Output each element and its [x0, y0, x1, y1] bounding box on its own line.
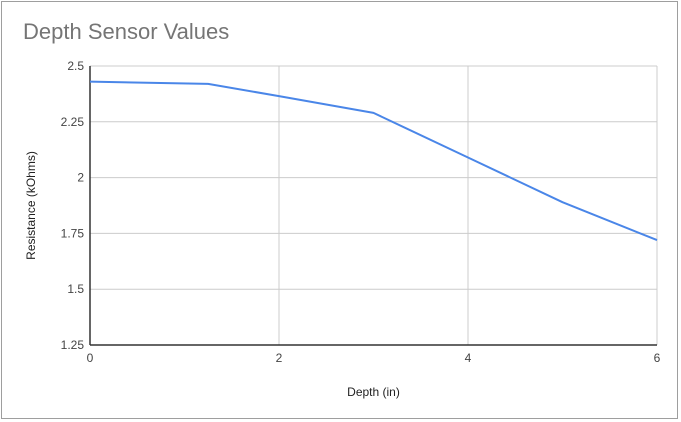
x-tick-label: 4	[465, 351, 472, 365]
axes	[89, 66, 657, 346]
y-tick-label: 1.5	[67, 282, 84, 296]
y-tick-label: 1.25	[61, 338, 85, 352]
x-tick-label: 2	[276, 351, 283, 365]
series-group	[89, 80, 658, 242]
y-tick-label: 2	[77, 171, 84, 185]
x-tick-label: 0	[87, 351, 94, 365]
y-tick-label: 2.25	[61, 115, 85, 129]
chart-title: Depth Sensor Values	[23, 19, 230, 44]
y-tick-label: 1.75	[61, 226, 85, 240]
y-tick-labels: 1.25 1.5 1.75 2 2.25 2.5	[61, 59, 85, 352]
x-tick-labels: 0 2 4 6	[87, 351, 661, 365]
series-line	[89, 80, 658, 242]
y-tick-label: 2.5	[67, 59, 84, 73]
x-axis-label: Depth (in)	[347, 385, 400, 399]
y-axis-label: Resistance (kOhms)	[24, 151, 38, 260]
x-tick-label: 6	[654, 351, 661, 365]
